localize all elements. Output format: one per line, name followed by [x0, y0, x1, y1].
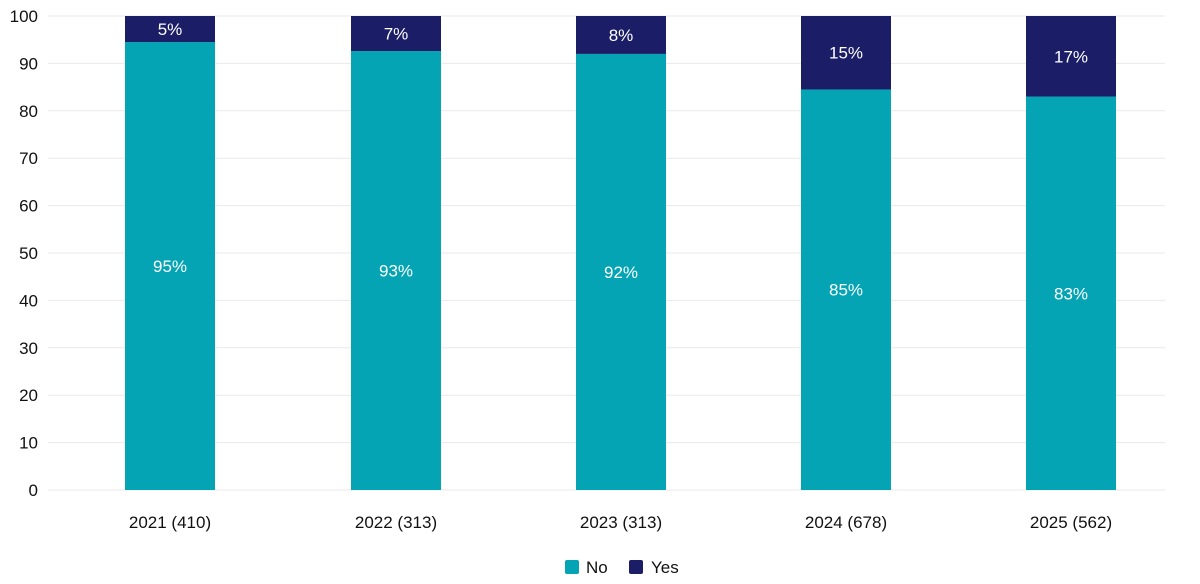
y-tick-label: 90	[19, 54, 38, 73]
legend-label: Yes	[651, 558, 679, 577]
x-axis-category-labels: 2021 (410) 2022 (313) 2023 (313) 2024 (678)…	[129, 513, 1112, 532]
bar-segment-no	[351, 51, 441, 491]
x-category-label: 2023 (313)	[580, 513, 662, 532]
y-tick-label: 70	[19, 149, 38, 168]
data-label-yes: 15%	[829, 44, 863, 63]
bar-segment-yes	[1026, 16, 1116, 97]
x-category-label: 2025 (562)	[1030, 513, 1112, 532]
bar-segment-no	[576, 53, 666, 491]
x-category-label: 2024 (678)	[805, 513, 887, 532]
legend-item-no: No	[565, 558, 608, 577]
bar-segment-yes	[351, 16, 441, 52]
y-axis-tick-labels: 0 10 20 30 40 50 60 70 80 90 100	[10, 7, 38, 500]
data-label-yes: 7%	[384, 25, 409, 44]
y-tick-label: 100	[10, 7, 38, 26]
y-tick-label: 80	[19, 102, 38, 121]
legend-item-yes: Yes	[629, 558, 679, 577]
bar-segment-no	[801, 89, 891, 490]
bar-segment-no	[125, 42, 215, 490]
data-label-no: 95%	[153, 257, 187, 276]
data-label-no: 83%	[1054, 284, 1088, 303]
legend-swatch	[629, 560, 643, 574]
data-label-no: 85%	[829, 281, 863, 300]
bar-segment-yes	[576, 16, 666, 54]
bars	[125, 16, 1116, 491]
y-tick-label: 60	[19, 197, 38, 216]
y-tick-label: 20	[19, 386, 38, 405]
y-tick-label: 10	[19, 434, 38, 453]
y-tick-label: 30	[19, 339, 38, 358]
y-tick-label: 0	[29, 481, 38, 500]
legend-swatch	[565, 560, 579, 574]
data-label-no: 93%	[379, 262, 413, 281]
x-category-label: 2022 (313)	[355, 513, 437, 532]
data-labels: 95% 5% 93% 7% 92% 8% 85% 15% 83% 17%	[153, 20, 1088, 303]
data-label-yes: 17%	[1054, 47, 1088, 66]
y-tick-label: 50	[19, 244, 38, 263]
data-label-yes: 8%	[609, 26, 634, 45]
legend-label: No	[586, 558, 608, 577]
legend: No Yes	[565, 558, 679, 577]
y-tick-label: 40	[19, 291, 38, 310]
bar-segment-no	[1026, 96, 1116, 490]
bar-segment-yes	[125, 16, 215, 43]
bar-segment-yes	[801, 16, 891, 90]
data-label-no: 92%	[604, 263, 638, 282]
x-category-label: 2021 (410)	[129, 513, 211, 532]
data-label-yes: 5%	[158, 20, 183, 39]
